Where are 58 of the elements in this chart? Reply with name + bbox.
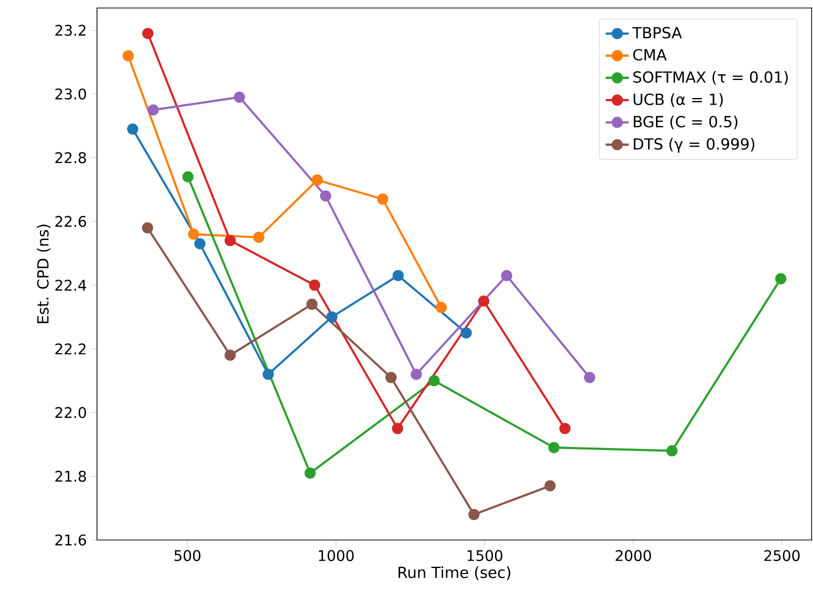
legend-label: SOFTMAX (τ = 0.01) [633,71,788,85]
y-axis-title: Est. CPD (ns) [36,224,50,324]
point [410,368,422,380]
legend-label: BGE (C = 0.5) [634,116,738,130]
point [666,445,678,456]
x-tick-label: 500 [174,550,200,562]
point [428,375,440,386]
x-tick-label: 2000 [616,550,651,562]
legend-label: DTS (γ = 0.999) [634,138,754,153]
x-tick-label: 1500 [468,550,502,562]
x-tick-label: 1000 [318,550,354,562]
point [559,422,571,434]
y-tick-label: 22.4 [55,280,86,291]
y-tick-label: 23.0 [55,88,86,100]
point [224,234,236,246]
y-tick-label: 21.8 [55,470,86,482]
point [309,280,320,291]
point [182,171,194,182]
x-axis-title: Run Time (sec) [398,566,510,580]
point [142,28,154,40]
legend-label: CMA [633,48,667,61]
point [304,467,316,479]
point [224,350,236,361]
point [127,123,138,135]
point [262,368,274,380]
point [234,92,246,103]
point [501,270,512,282]
point [122,50,134,62]
y-tick-label: 21.6 [55,534,86,546]
point [392,270,404,282]
point [312,174,323,186]
point [544,480,556,492]
point [385,372,397,384]
point [194,238,206,250]
point [253,232,264,243]
legend-label: TBPSA [632,26,682,38]
x-tick-label: 2500 [764,550,800,562]
y-tick-label: 22.2 [55,343,86,354]
legend-label: UCB (α = 1) [634,93,723,107]
y-tick-label: 23.2 [55,24,86,36]
y-tick-label: 22.6 [55,216,86,227]
y-tick-label: 22.0 [55,407,86,418]
point [548,442,560,454]
point [468,508,480,520]
point [584,372,596,384]
point [460,327,472,339]
point [392,422,404,434]
point [142,222,154,234]
point [306,298,318,310]
point [326,311,338,323]
point [775,273,786,284]
point [478,295,490,307]
point [188,228,200,240]
point [320,190,332,202]
y-tick-label: 22.8 [55,152,86,164]
point [377,194,388,205]
point [148,104,159,116]
point [436,302,447,314]
